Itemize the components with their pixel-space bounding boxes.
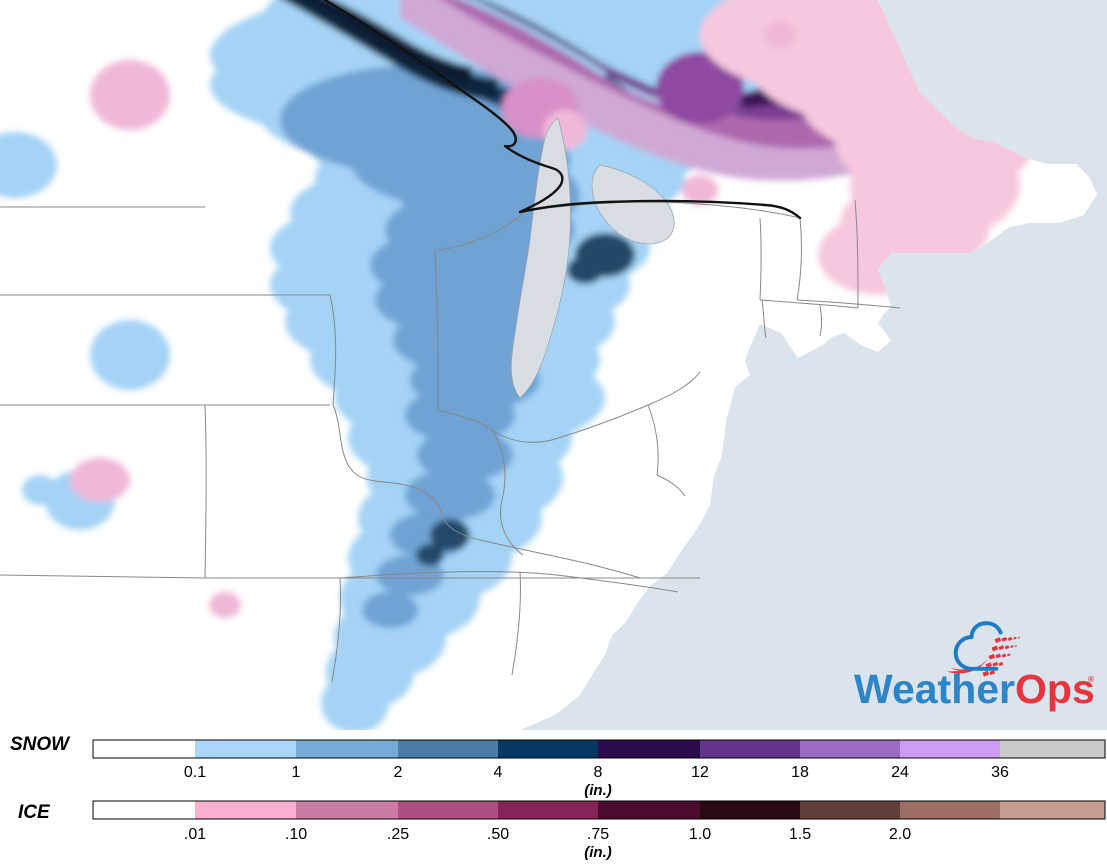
svg-text:1: 1 [292, 764, 301, 781]
svg-text:SNOW: SNOW [10, 734, 71, 755]
svg-text:8: 8 [594, 764, 603, 781]
svg-text:0.1: 0.1 [184, 764, 206, 781]
svg-text:.01: .01 [184, 826, 206, 843]
svg-text:.25: .25 [387, 826, 409, 843]
svg-text:1.5: 1.5 [789, 826, 811, 843]
svg-text:(in.): (in.) [584, 782, 612, 799]
svg-text:WeatherOps: WeatherOps [854, 666, 1095, 712]
svg-text:.75: .75 [587, 826, 609, 843]
svg-text:2.0: 2.0 [889, 826, 911, 843]
svg-text:(in.): (in.) [584, 844, 612, 861]
svg-text:24: 24 [891, 764, 909, 781]
svg-text:4: 4 [494, 764, 503, 781]
svg-text:18: 18 [791, 764, 809, 781]
svg-text:12: 12 [691, 764, 709, 781]
svg-text:.50: .50 [487, 826, 509, 843]
svg-text:2: 2 [394, 764, 403, 781]
svg-text:1.0: 1.0 [689, 826, 711, 843]
svg-text:.10: .10 [285, 826, 307, 843]
svg-text:ICE: ICE [18, 802, 51, 823]
svg-text:®: ® [1088, 675, 1094, 684]
svg-text:36: 36 [991, 764, 1009, 781]
